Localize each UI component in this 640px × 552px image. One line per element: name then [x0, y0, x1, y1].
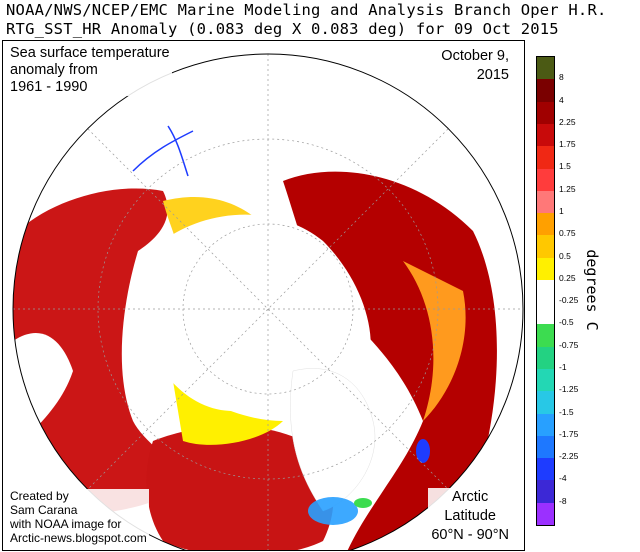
colorbar-tick-label: 8: [559, 72, 564, 83]
colorbar-tick-label: 0.25: [559, 272, 576, 283]
colorbar-tick-label: -1.5: [559, 406, 574, 417]
colorbar-segment: [537, 235, 554, 258]
header-title-line-2: RTG_SST_HR Anomaly (0.083 deg X 0.083 de…: [6, 20, 559, 38]
graticule-lines: [13, 54, 523, 550]
header-title-line-1: NOAA/NWS/NCEP/EMC Marine Modeling and An…: [6, 1, 607, 19]
colorbar-segment: [537, 123, 554, 147]
colorbar-tick-label: -1.25: [559, 384, 579, 395]
colorbar-tick-label: 0.5: [559, 250, 571, 261]
colorbar-segment: [537, 101, 554, 124]
colorbar-tick-label: 1.25: [559, 183, 576, 194]
cool-anomaly-green: [354, 498, 372, 508]
colorbar-tick-label: -1.75: [559, 428, 579, 439]
colorbar-tick-label: -0.75: [559, 339, 579, 350]
colorbar-segment: [537, 369, 554, 392]
region-label: Arctic Latitude 60°N - 90°N: [428, 488, 512, 545]
sea-ice-core: [148, 214, 371, 411]
colorbar-tick-label: 2.25: [559, 116, 576, 127]
colorbar-segment: [537, 435, 554, 459]
colorbar-segment: [537, 57, 554, 80]
colorbar-tick-label: -1: [559, 362, 567, 372]
colorbar-segment: [537, 213, 554, 236]
colorbar-segment: [537, 502, 554, 525]
warm-ocean-west: [13, 188, 193, 515]
colorbar-tick-label: -8: [559, 495, 567, 506]
cool-anomaly-baffin: [416, 439, 430, 463]
colorbar-segment: [537, 190, 554, 214]
colorbar-tick-label: -0.5: [559, 317, 574, 328]
cool-anomaly-labrador: [308, 497, 358, 525]
orange-band: [403, 261, 466, 421]
arctic-map: Sea surface temperature anomaly from 196…: [2, 40, 525, 551]
colorbar-segment: [537, 79, 554, 102]
colorbar-segment: [537, 346, 554, 370]
colorbar-tick-label: -2.25: [559, 451, 579, 462]
colorbar-segment: [537, 458, 554, 481]
colorbar-segment: [537, 168, 554, 191]
warm-ocean-south: [146, 426, 334, 550]
colorbar-segment: [537, 302, 554, 325]
credit-label: Created by Sam Carana with NOAA image fo…: [8, 489, 149, 545]
colorbar-segment: [537, 279, 554, 303]
colorbar-tick-label: 4: [559, 94, 564, 105]
anomaly-title: Sea surface temperature anomaly from 196…: [8, 45, 172, 96]
colorbar-segment: [537, 146, 554, 169]
colorbar-tick-label: 1.75: [559, 139, 576, 150]
colorbar-segment: [537, 324, 554, 347]
colorbar-tick-label: 1.5: [559, 161, 571, 172]
greenland: [290, 368, 376, 512]
colorbar-segment: [537, 480, 554, 503]
river-siberia-2: [167, 125, 189, 177]
colorbar-segment: [537, 391, 554, 414]
yellow-patches: [173, 381, 283, 445]
colorbar-tick-label: -4: [559, 473, 567, 484]
arctic-map-graphic: [3, 41, 524, 550]
colorbar-tick-label: 0.75: [559, 228, 576, 239]
river-siberia-1: [132, 130, 194, 172]
map-boundary-circle: [12, 53, 524, 550]
colorbar-segment: [537, 257, 554, 280]
colorbar-tick-label: -0.25: [559, 295, 579, 306]
colorbar: [536, 56, 555, 526]
colorbar-tick-label: 1: [559, 206, 564, 216]
date-label: October 9, 2015: [438, 47, 512, 85]
colorbar-segment: [537, 413, 554, 436]
